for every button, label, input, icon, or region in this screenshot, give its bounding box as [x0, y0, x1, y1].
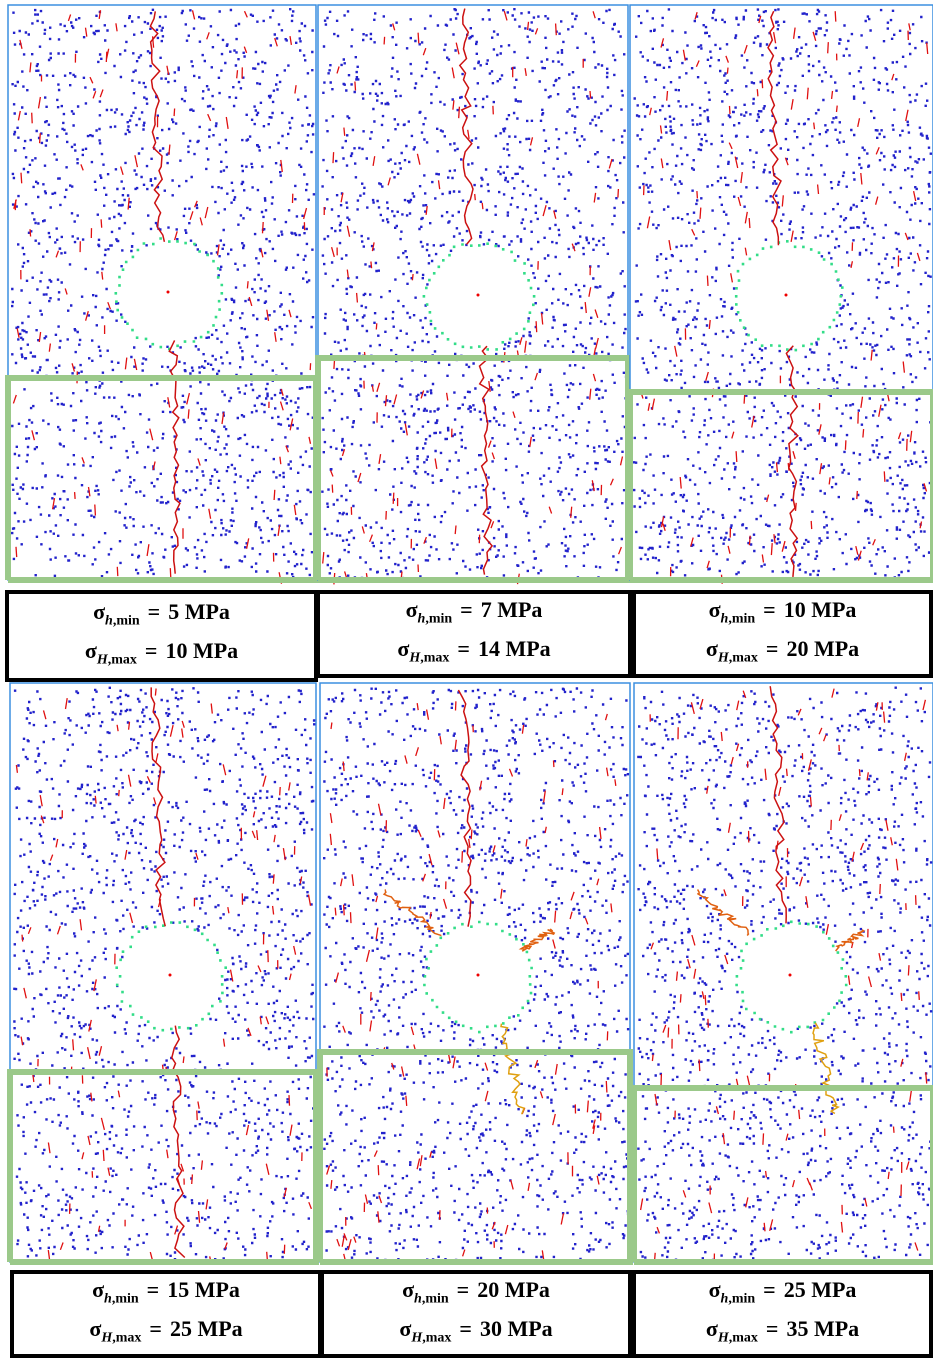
symbol: σ [706, 1316, 718, 1341]
stress-value: 15 MPa [167, 1277, 240, 1302]
hole-center [167, 291, 170, 294]
figure: σh,min=5 MPaσH,max=10 MPaσh,min=7 MPaσH,… [0, 0, 933, 1358]
equals: = [459, 1316, 472, 1341]
stress-line: σh,min = 10 MPa [709, 595, 857, 634]
stress-line: σh,min = 7 MPa [406, 595, 543, 634]
symbol: σ [85, 638, 97, 663]
subscript-text: ,max [112, 1330, 141, 1345]
stress-value: 25 MPa [170, 1316, 243, 1341]
stress-line: σh,min = 5 MPa [93, 597, 230, 636]
stress-value: 20 MPa [477, 1277, 550, 1302]
stress-line: σh,min = 25 MPa [709, 1275, 857, 1314]
subscript: h,min [721, 1291, 756, 1306]
stress-value: 10 MPa [784, 597, 857, 622]
stress-line: σH,max = 10 MPa [85, 636, 238, 675]
subscript-variable: H [409, 650, 420, 665]
subscript: h,min [414, 1291, 449, 1306]
symbol: σ [92, 1277, 104, 1302]
equals: = [763, 597, 776, 622]
stress-value: 7 MPa [481, 597, 543, 622]
subscript: h,min [721, 611, 756, 626]
subscript-variable: H [718, 1330, 729, 1345]
subscript-variable: h [104, 1291, 112, 1306]
stress-line: σH,max = 14 MPa [397, 634, 550, 673]
hole-center [169, 974, 172, 977]
symbol: σ [406, 597, 418, 622]
subscript-text: ,max [420, 650, 449, 665]
stress-value: 35 MPa [786, 1316, 859, 1341]
subscript-variable: H [411, 1330, 422, 1345]
stress-value: 20 MPa [786, 636, 859, 661]
subscript-variable: h [414, 1291, 422, 1306]
stress-line: σh,min = 15 MPa [92, 1275, 240, 1314]
subscript-text: ,max [422, 1330, 451, 1345]
subscript: h,min [105, 613, 140, 628]
symbol: σ [399, 1316, 411, 1341]
subscript-variable: H [101, 1330, 112, 1345]
equals: = [149, 1316, 162, 1341]
hole-center [477, 294, 480, 297]
stress-line: σH,max = 35 MPa [706, 1314, 859, 1353]
subscript-variable: h [105, 613, 113, 628]
symbol: σ [706, 636, 718, 661]
subscript-variable: H [97, 652, 108, 667]
stress-value: 30 MPa [480, 1316, 553, 1341]
equals: = [145, 638, 158, 663]
symbol: σ [709, 597, 721, 622]
stress-value: 5 MPa [168, 599, 230, 624]
symbol: σ [89, 1316, 101, 1341]
subscript-text: ,max [729, 1330, 758, 1345]
symbol: σ [402, 1277, 414, 1302]
subscript-text: ,min [728, 611, 755, 626]
subscript-text: ,min [113, 613, 140, 628]
stress-line: σH,max = 25 MPa [89, 1314, 242, 1353]
subscript-text: ,max [108, 652, 137, 667]
hole-center [789, 974, 792, 977]
symbol: σ [397, 636, 409, 661]
symbol: σ [709, 1277, 721, 1302]
equals: = [763, 1277, 776, 1302]
stress-value: 10 MPa [165, 638, 238, 663]
equals: = [148, 599, 161, 624]
subscript: H,max [411, 1330, 451, 1345]
subscript-text: ,max [729, 650, 758, 665]
symbol: σ [93, 599, 105, 624]
subscript-text: ,min [422, 1291, 449, 1306]
stress-line: σh,min = 20 MPa [402, 1275, 550, 1314]
subscript-text: ,min [112, 1291, 139, 1306]
stress-line: σH,max = 20 MPa [706, 634, 859, 673]
stress-line: σH,max = 30 MPa [399, 1314, 552, 1353]
subscript: H,max [718, 1330, 758, 1345]
subscript-text: ,min [728, 1291, 755, 1306]
hole-center [785, 294, 788, 297]
stress-value: 14 MPa [478, 636, 551, 661]
stress-label: σh,min=25 MPaσH,max=35 MPa [632, 1270, 933, 1358]
subscript: H,max [409, 650, 449, 665]
subscript: h,min [104, 1291, 139, 1306]
panel-frame [318, 5, 628, 580]
equals: = [457, 636, 470, 661]
subscript: h,min [418, 611, 453, 626]
equals: = [766, 636, 779, 661]
subscript-text: ,min [425, 611, 452, 626]
equals: = [457, 1277, 470, 1302]
hole-center [477, 974, 480, 977]
subscript: H,max [101, 1330, 141, 1345]
stress-value: 25 MPa [784, 1277, 857, 1302]
subscript-variable: H [718, 650, 729, 665]
subscript: H,max [718, 650, 758, 665]
equals: = [147, 1277, 160, 1302]
subscript: H,max [97, 652, 137, 667]
equals: = [460, 597, 473, 622]
equals: = [766, 1316, 779, 1341]
panel-frame [10, 683, 316, 1262]
